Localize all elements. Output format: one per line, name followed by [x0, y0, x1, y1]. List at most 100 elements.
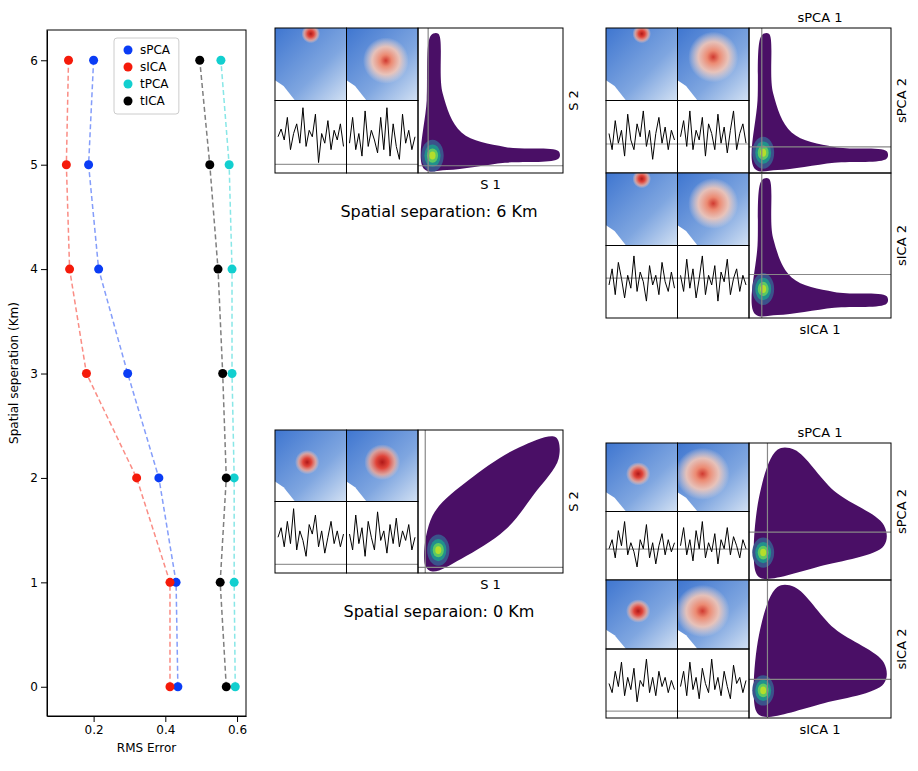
- tick: 2: [30, 471, 47, 485]
- tick-mark: [41, 269, 47, 270]
- x-label: S 1: [480, 577, 501, 592]
- series-point: [165, 578, 174, 587]
- cell-frame: [749, 443, 891, 580]
- time-course-line: [609, 256, 675, 301]
- series-line: [66, 60, 170, 686]
- y-label: sICA 2: [894, 629, 909, 670]
- crosshair: [761, 173, 762, 318]
- crosshair: [749, 531, 891, 532]
- density-core: [435, 546, 441, 554]
- tick-mark: [237, 716, 238, 722]
- cell-frame: [678, 28, 750, 101]
- time-course-line: [681, 111, 747, 156]
- tick: 4: [30, 262, 47, 276]
- x-label: sPCA 1: [798, 425, 843, 440]
- tick-label: 4: [30, 262, 38, 276]
- zero-line: [606, 143, 678, 144]
- cell-frame: [606, 512, 678, 581]
- tick-label: 1: [30, 576, 38, 590]
- cell-frame: [678, 512, 750, 581]
- tick-label: 0.4: [156, 723, 175, 737]
- scatter-density: [418, 430, 563, 573]
- tick: 0.2: [85, 716, 104, 737]
- series-point: [222, 682, 231, 691]
- legend-label: sICA: [140, 60, 167, 74]
- tick: 6: [30, 54, 47, 68]
- time-course: [606, 659, 678, 711]
- panel-title: Spatial separaion: 0 Km: [344, 602, 535, 621]
- map-blank: [678, 225, 698, 245]
- time-course: [347, 108, 419, 165]
- density-core: [752, 273, 774, 305]
- spatial-map: [347, 28, 419, 101]
- time-course-line: [278, 108, 344, 163]
- cell-frame: [347, 28, 419, 101]
- series-point: [82, 369, 91, 378]
- series-point: [230, 578, 239, 587]
- density-core: [421, 140, 443, 172]
- density-core: [755, 142, 771, 164]
- cell-frame: [678, 101, 750, 174]
- zero-line: [347, 564, 419, 565]
- cell-frame: [606, 101, 678, 174]
- crosshair: [767, 580, 768, 718]
- map-ground: [678, 173, 750, 246]
- cell-frame: [678, 649, 750, 718]
- density-core: [760, 285, 766, 293]
- y-axis-title: Spatial seperation (Km): [7, 302, 21, 444]
- density-core: [752, 538, 774, 568]
- cell-frame: [606, 580, 678, 649]
- zero-line: [275, 164, 347, 165]
- y-axis: 0123456: [30, 31, 47, 717]
- density-core: [758, 282, 769, 296]
- map-blank: [347, 481, 367, 501]
- map-blob: [626, 462, 650, 485]
- series-point: [62, 160, 71, 169]
- scatter-density: [749, 173, 891, 318]
- map-blob: [301, 28, 320, 43]
- tick-mark: [41, 687, 47, 688]
- legend-box: [114, 38, 179, 114]
- cell-frame: [347, 430, 419, 502]
- x-label: S 1: [480, 177, 501, 192]
- legend-label: sPCA: [140, 43, 171, 57]
- tick-mark: [41, 374, 47, 375]
- series-point: [216, 56, 225, 65]
- map-blank: [606, 225, 626, 245]
- series-point: [222, 473, 231, 482]
- cell-frame: [347, 101, 419, 174]
- map-ground: [347, 430, 419, 502]
- map-blob: [688, 32, 738, 83]
- time-course-line: [609, 111, 675, 159]
- series-point: [123, 369, 132, 378]
- time-course-line: [609, 659, 675, 702]
- spatial-map: [678, 173, 750, 246]
- component-panel: sICA 1sICA 2: [606, 580, 909, 737]
- series-point: [231, 682, 240, 691]
- cell-frame: [606, 173, 678, 246]
- map-blob: [363, 37, 409, 83]
- tick-label: 6: [30, 54, 38, 68]
- series-point: [173, 682, 182, 691]
- tick-label: 2: [30, 471, 38, 485]
- cell-frame: [678, 246, 750, 319]
- time-course: [606, 256, 678, 301]
- tick-mark: [165, 716, 166, 722]
- cell-frame: [749, 173, 891, 318]
- component-panel: S 1S 2Spatial separation: 6 Km: [275, 24, 581, 221]
- time-course: [275, 108, 347, 165]
- map-blob: [295, 450, 319, 474]
- crosshair: [418, 567, 563, 568]
- tick-mark: [94, 716, 95, 722]
- density-cloud: [421, 33, 560, 171]
- series-point: [165, 682, 174, 691]
- map-blank: [347, 80, 367, 100]
- cell-frame: [275, 101, 347, 174]
- tick: 0: [30, 680, 47, 694]
- x-axis-title: RMS Error: [117, 741, 176, 755]
- spatial-map: [678, 28, 750, 101]
- density-cloud: [752, 178, 889, 316]
- map-blank: [606, 630, 626, 649]
- tick-label: 3: [30, 367, 38, 381]
- component-panel: sPCA 1sPCA 2: [606, 425, 909, 580]
